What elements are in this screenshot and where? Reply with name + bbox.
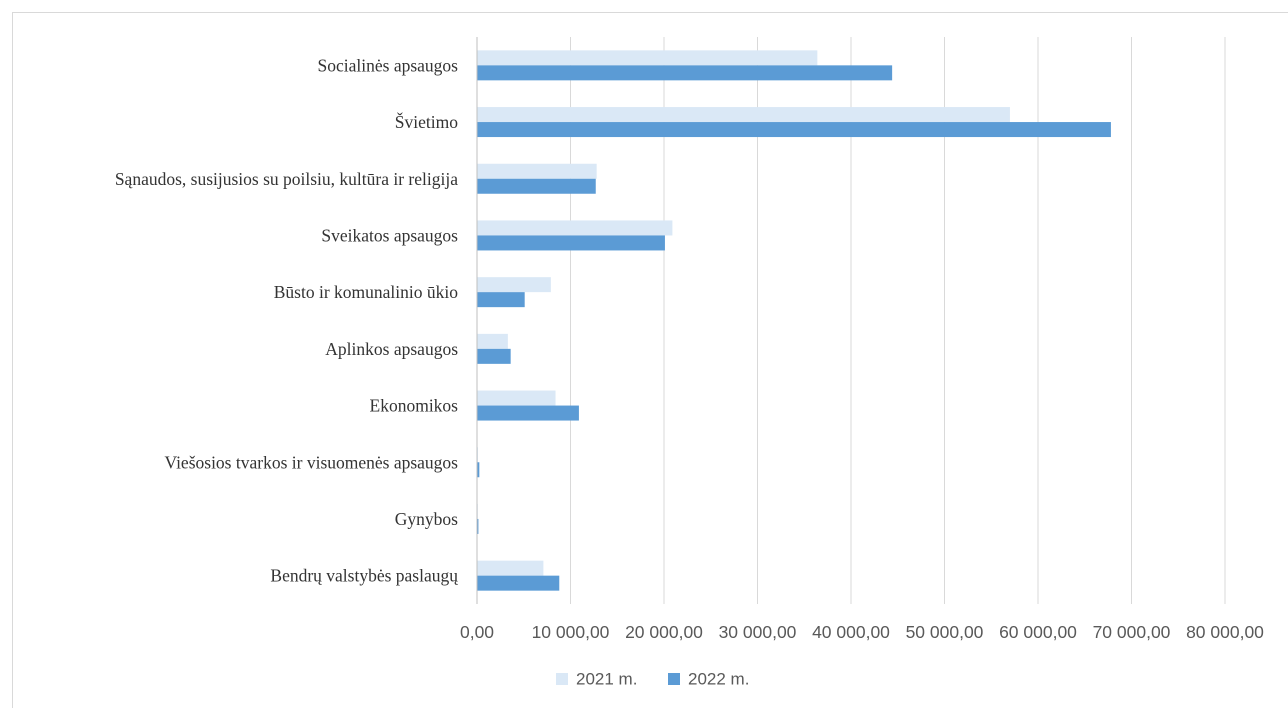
x-tick-label: 20 000,00 <box>625 622 703 642</box>
bar-2022 <box>477 348 511 364</box>
bar-2021 <box>477 163 597 179</box>
category-label: Socialinės apsaugos <box>318 55 459 75</box>
legend-label: 2021 m. <box>576 669 637 688</box>
bar-2021 <box>477 50 818 66</box>
bar-2022 <box>477 518 479 534</box>
x-tick-label: 10 000,00 <box>532 622 610 642</box>
bar-2021 <box>477 560 544 576</box>
x-tick-label: 50 000,00 <box>906 622 984 642</box>
x-tick-label: 80 000,00 <box>1186 622 1264 642</box>
bar-2021 <box>477 390 556 406</box>
bar-2021 <box>477 333 508 349</box>
legend-label: 2022 m. <box>688 669 749 688</box>
legend-swatch <box>556 673 568 685</box>
bar-2022 <box>477 292 525 308</box>
x-tick-label: 60 000,00 <box>999 622 1077 642</box>
x-tick-label: 70 000,00 <box>1093 622 1171 642</box>
category-label: Gynybos <box>395 509 458 529</box>
x-tick-label: 40 000,00 <box>812 622 890 642</box>
bar-2022 <box>477 462 480 478</box>
bar-2022 <box>477 575 560 591</box>
x-tick-label: 30 000,00 <box>719 622 797 642</box>
x-tick-label: 0,00 <box>460 622 494 642</box>
bar-2021 <box>477 277 551 293</box>
bar-2022 <box>477 122 1111 138</box>
bar-2022 <box>477 65 893 81</box>
bar-2022 <box>477 235 665 251</box>
bar-2021 <box>477 107 1010 123</box>
category-label: Būsto ir komunalinio ūkio <box>274 282 458 302</box>
bars <box>477 50 1111 591</box>
category-label: Švietimo <box>395 112 458 132</box>
category-label: Aplinkos apsaugos <box>325 339 458 359</box>
category-label: Bendrų valstybės paslaugų <box>270 566 458 586</box>
x-tick-labels: 0,00 10 000,00 20 000,00 30 000,00 40 000,00… <box>460 622 1264 642</box>
category-label: Sveikatos apsaugos <box>321 225 458 245</box>
bar-2022 <box>477 405 579 421</box>
legend: 2021 m. 2022 m. <box>556 669 749 688</box>
category-label: Sąnaudos, susijusios su poilsiu, kultūra… <box>115 169 458 189</box>
category-label: Ekonomikos <box>370 396 459 416</box>
chart-frame <box>12 12 1288 708</box>
category-label: Viešosios tvarkos ir visuomenės apsaugos <box>164 452 458 472</box>
bar-2021 <box>477 220 673 236</box>
legend-swatch <box>668 673 680 685</box>
category-labels: Socialinės apsaugos Švietimo Sąnaudos, sus… <box>115 55 458 585</box>
bar-2022 <box>477 178 596 194</box>
gridlines <box>570 37 1226 604</box>
